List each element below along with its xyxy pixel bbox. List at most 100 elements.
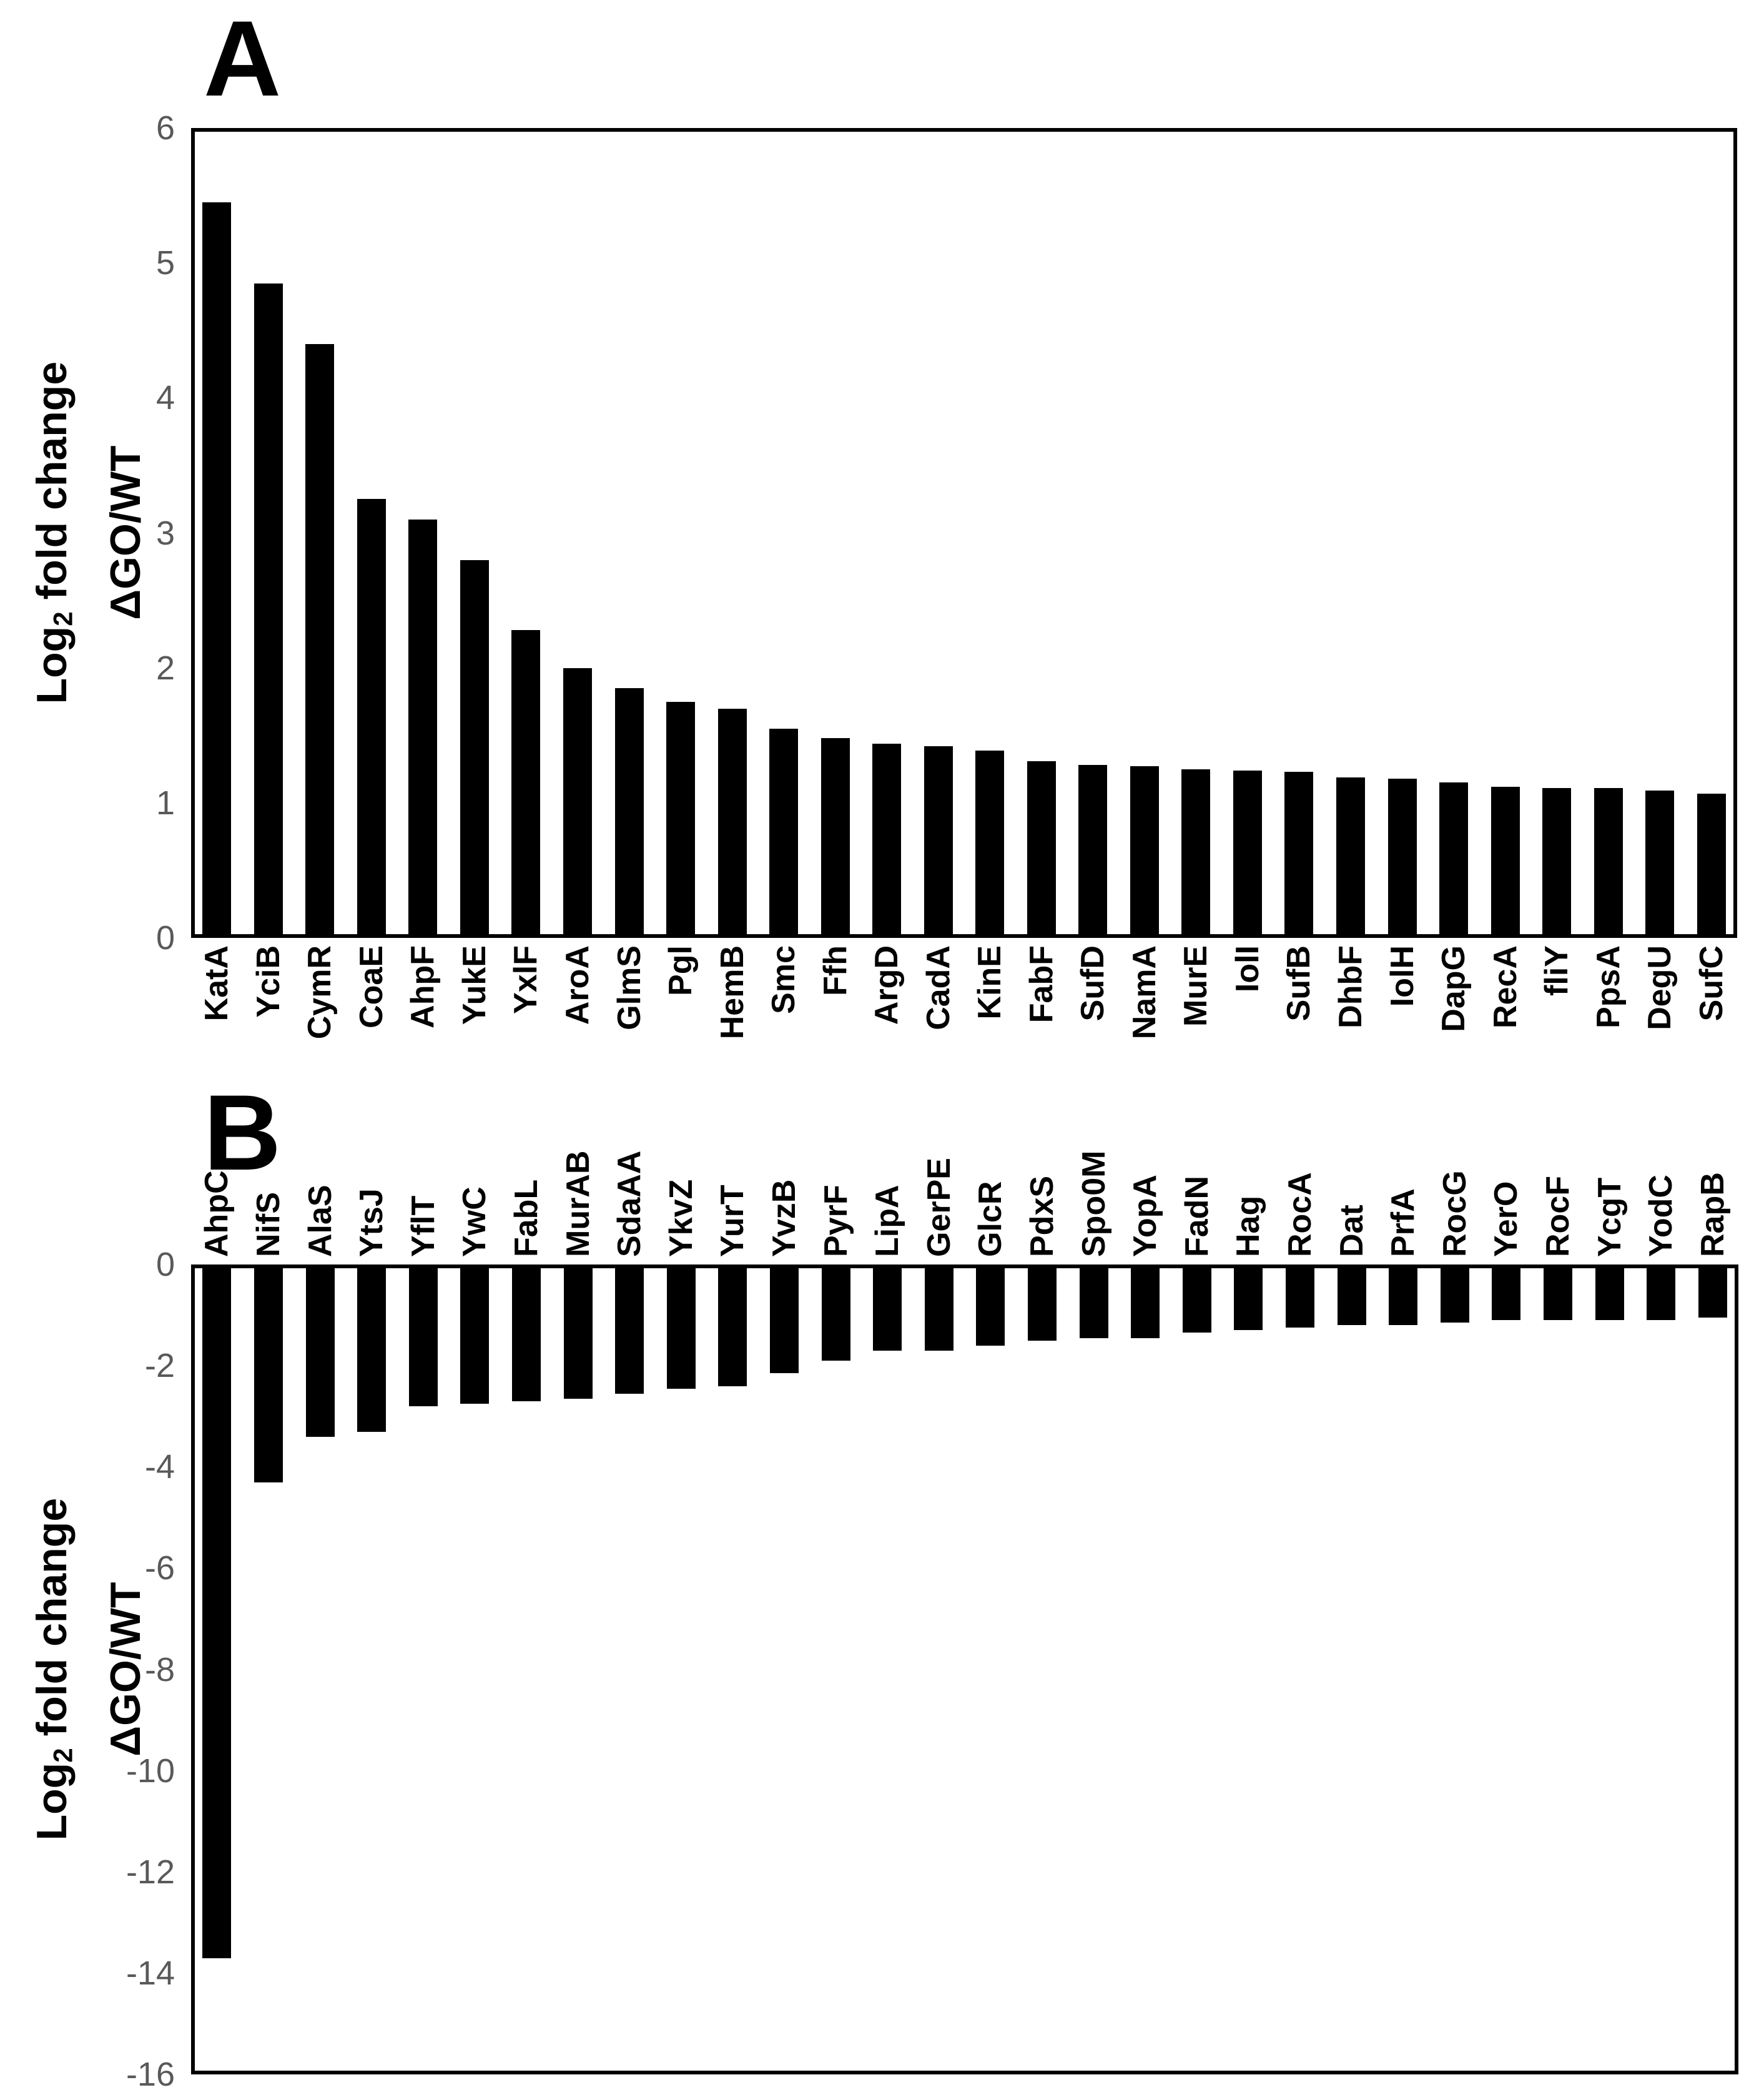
bar: [511, 1264, 541, 1401]
bar: [924, 746, 953, 938]
bar: [1027, 761, 1056, 938]
bar: [1284, 772, 1314, 938]
x-axis-label: SufD: [1075, 945, 1111, 1022]
bar: [563, 668, 592, 938]
x-axis-label: GerPE: [920, 1158, 957, 1257]
x-axis-label: CoaE: [353, 945, 390, 1028]
x-axis-label: ArgD: [869, 945, 905, 1025]
y-tick-label: 0: [155, 919, 175, 957]
y-tick-label: -6: [144, 1549, 175, 1587]
x-axis-label: Ffh: [817, 945, 854, 996]
bar: [1491, 786, 1520, 938]
x-axis-label: FabL: [508, 1179, 544, 1257]
y-tick-label: -2: [144, 1347, 175, 1385]
x-axis-label: GlcR: [972, 1181, 1009, 1257]
x-axis-label: PrfA: [1385, 1188, 1422, 1257]
bar: [1285, 1264, 1314, 1328]
x-axis-label: YerO: [1488, 1181, 1525, 1257]
bar: [1181, 769, 1211, 938]
bar: [666, 1264, 696, 1389]
bar: [614, 688, 644, 938]
bar: [873, 1264, 902, 1351]
bar: [305, 1264, 335, 1437]
x-axis-label: RocG: [1436, 1170, 1473, 1257]
y-tick-label: -4: [144, 1448, 175, 1486]
bar: [1336, 777, 1365, 938]
x-axis-label: SufB: [1281, 945, 1318, 1022]
x-axis-label: AhpC: [199, 1170, 235, 1257]
bar: [924, 1264, 953, 1351]
x-axis-label: RapB: [1694, 1172, 1731, 1257]
x-axis-label: Spo0M: [1075, 1150, 1112, 1257]
x-axis-label: PdxS: [1023, 1175, 1060, 1257]
bar: [460, 1264, 490, 1404]
bar: [1698, 1264, 1727, 1318]
y-tick-label: -16: [126, 2056, 175, 2093]
x-axis-label: IolI: [1229, 945, 1266, 993]
x-axis-label: YxlF: [508, 945, 544, 1014]
x-axis-label: YurT: [714, 1185, 751, 1257]
y-tick-label: 4: [155, 379, 175, 417]
bar: [1440, 1264, 1469, 1323]
bar: [1079, 1264, 1108, 1338]
x-axis-label: AhpF: [405, 945, 441, 1028]
y-tick-label: 1: [155, 784, 175, 822]
bar: [1387, 778, 1417, 938]
bar: [976, 1264, 1005, 1346]
y-tick-label: -12: [126, 1853, 175, 1891]
bar: [1492, 1264, 1521, 1321]
bar: [1543, 1264, 1572, 1321]
bar: [202, 1264, 232, 1958]
x-axis-label: Hag: [1230, 1195, 1267, 1257]
bar: [872, 743, 902, 938]
x-axis-label: Dat: [1333, 1205, 1370, 1257]
y-tick-label: 0: [155, 1246, 175, 1283]
bar: [821, 1264, 850, 1361]
bar: [408, 519, 438, 938]
bar: [1182, 1264, 1211, 1333]
bar: [254, 283, 283, 938]
x-axis-label: SufC: [1693, 945, 1730, 1022]
bar: [1389, 1264, 1418, 1326]
y-tick-label: 2: [155, 649, 175, 687]
x-axis-label: AroA: [559, 945, 596, 1025]
x-axis-label: PyrF: [817, 1185, 854, 1257]
bar: [769, 1264, 799, 1374]
bar: [1594, 788, 1623, 938]
y-tick-label: 5: [155, 244, 175, 282]
bar: [1337, 1264, 1366, 1326]
bar: [1131, 1264, 1160, 1338]
y-tick-label: -10: [126, 1752, 175, 1790]
bar: [717, 708, 747, 938]
x-axis-label: CymR: [302, 945, 338, 1040]
bar: [408, 1264, 438, 1406]
x-axis-label: DegU: [1642, 945, 1678, 1030]
log2-subscript: 2: [48, 611, 78, 627]
x-axis-label: Smc: [766, 945, 802, 1014]
x-axis-label: GlmS: [611, 945, 648, 1030]
x-axis-label: NifS: [250, 1192, 287, 1257]
x-axis-label: FabF: [1023, 945, 1060, 1023]
x-axis-label: FadN: [1178, 1176, 1215, 1257]
x-axis-label: RecA: [1487, 945, 1524, 1028]
y-tick-label: -14: [126, 1954, 175, 1992]
x-axis-label: LipA: [869, 1185, 906, 1257]
x-axis-label: DhbF: [1333, 945, 1369, 1028]
y-tick-label: -8: [144, 1650, 175, 1688]
bar: [1234, 1264, 1263, 1331]
x-axis-label: NamA: [1126, 945, 1163, 1040]
bar: [1645, 791, 1675, 938]
y-tick-label: 3: [155, 514, 175, 552]
x-axis-label: YopA: [1127, 1175, 1164, 1257]
bar: [202, 202, 232, 938]
bar: [1647, 1264, 1676, 1321]
x-axis-label: YflT: [405, 1195, 441, 1257]
x-axis-label: PpsA: [1590, 945, 1627, 1028]
bar: [511, 630, 541, 938]
bar: [357, 499, 386, 938]
x-axis-label: HemB: [714, 945, 751, 1040]
x-axis-label: SdaAA: [611, 1150, 648, 1257]
bar: [357, 1264, 387, 1432]
bar: [1439, 782, 1469, 938]
